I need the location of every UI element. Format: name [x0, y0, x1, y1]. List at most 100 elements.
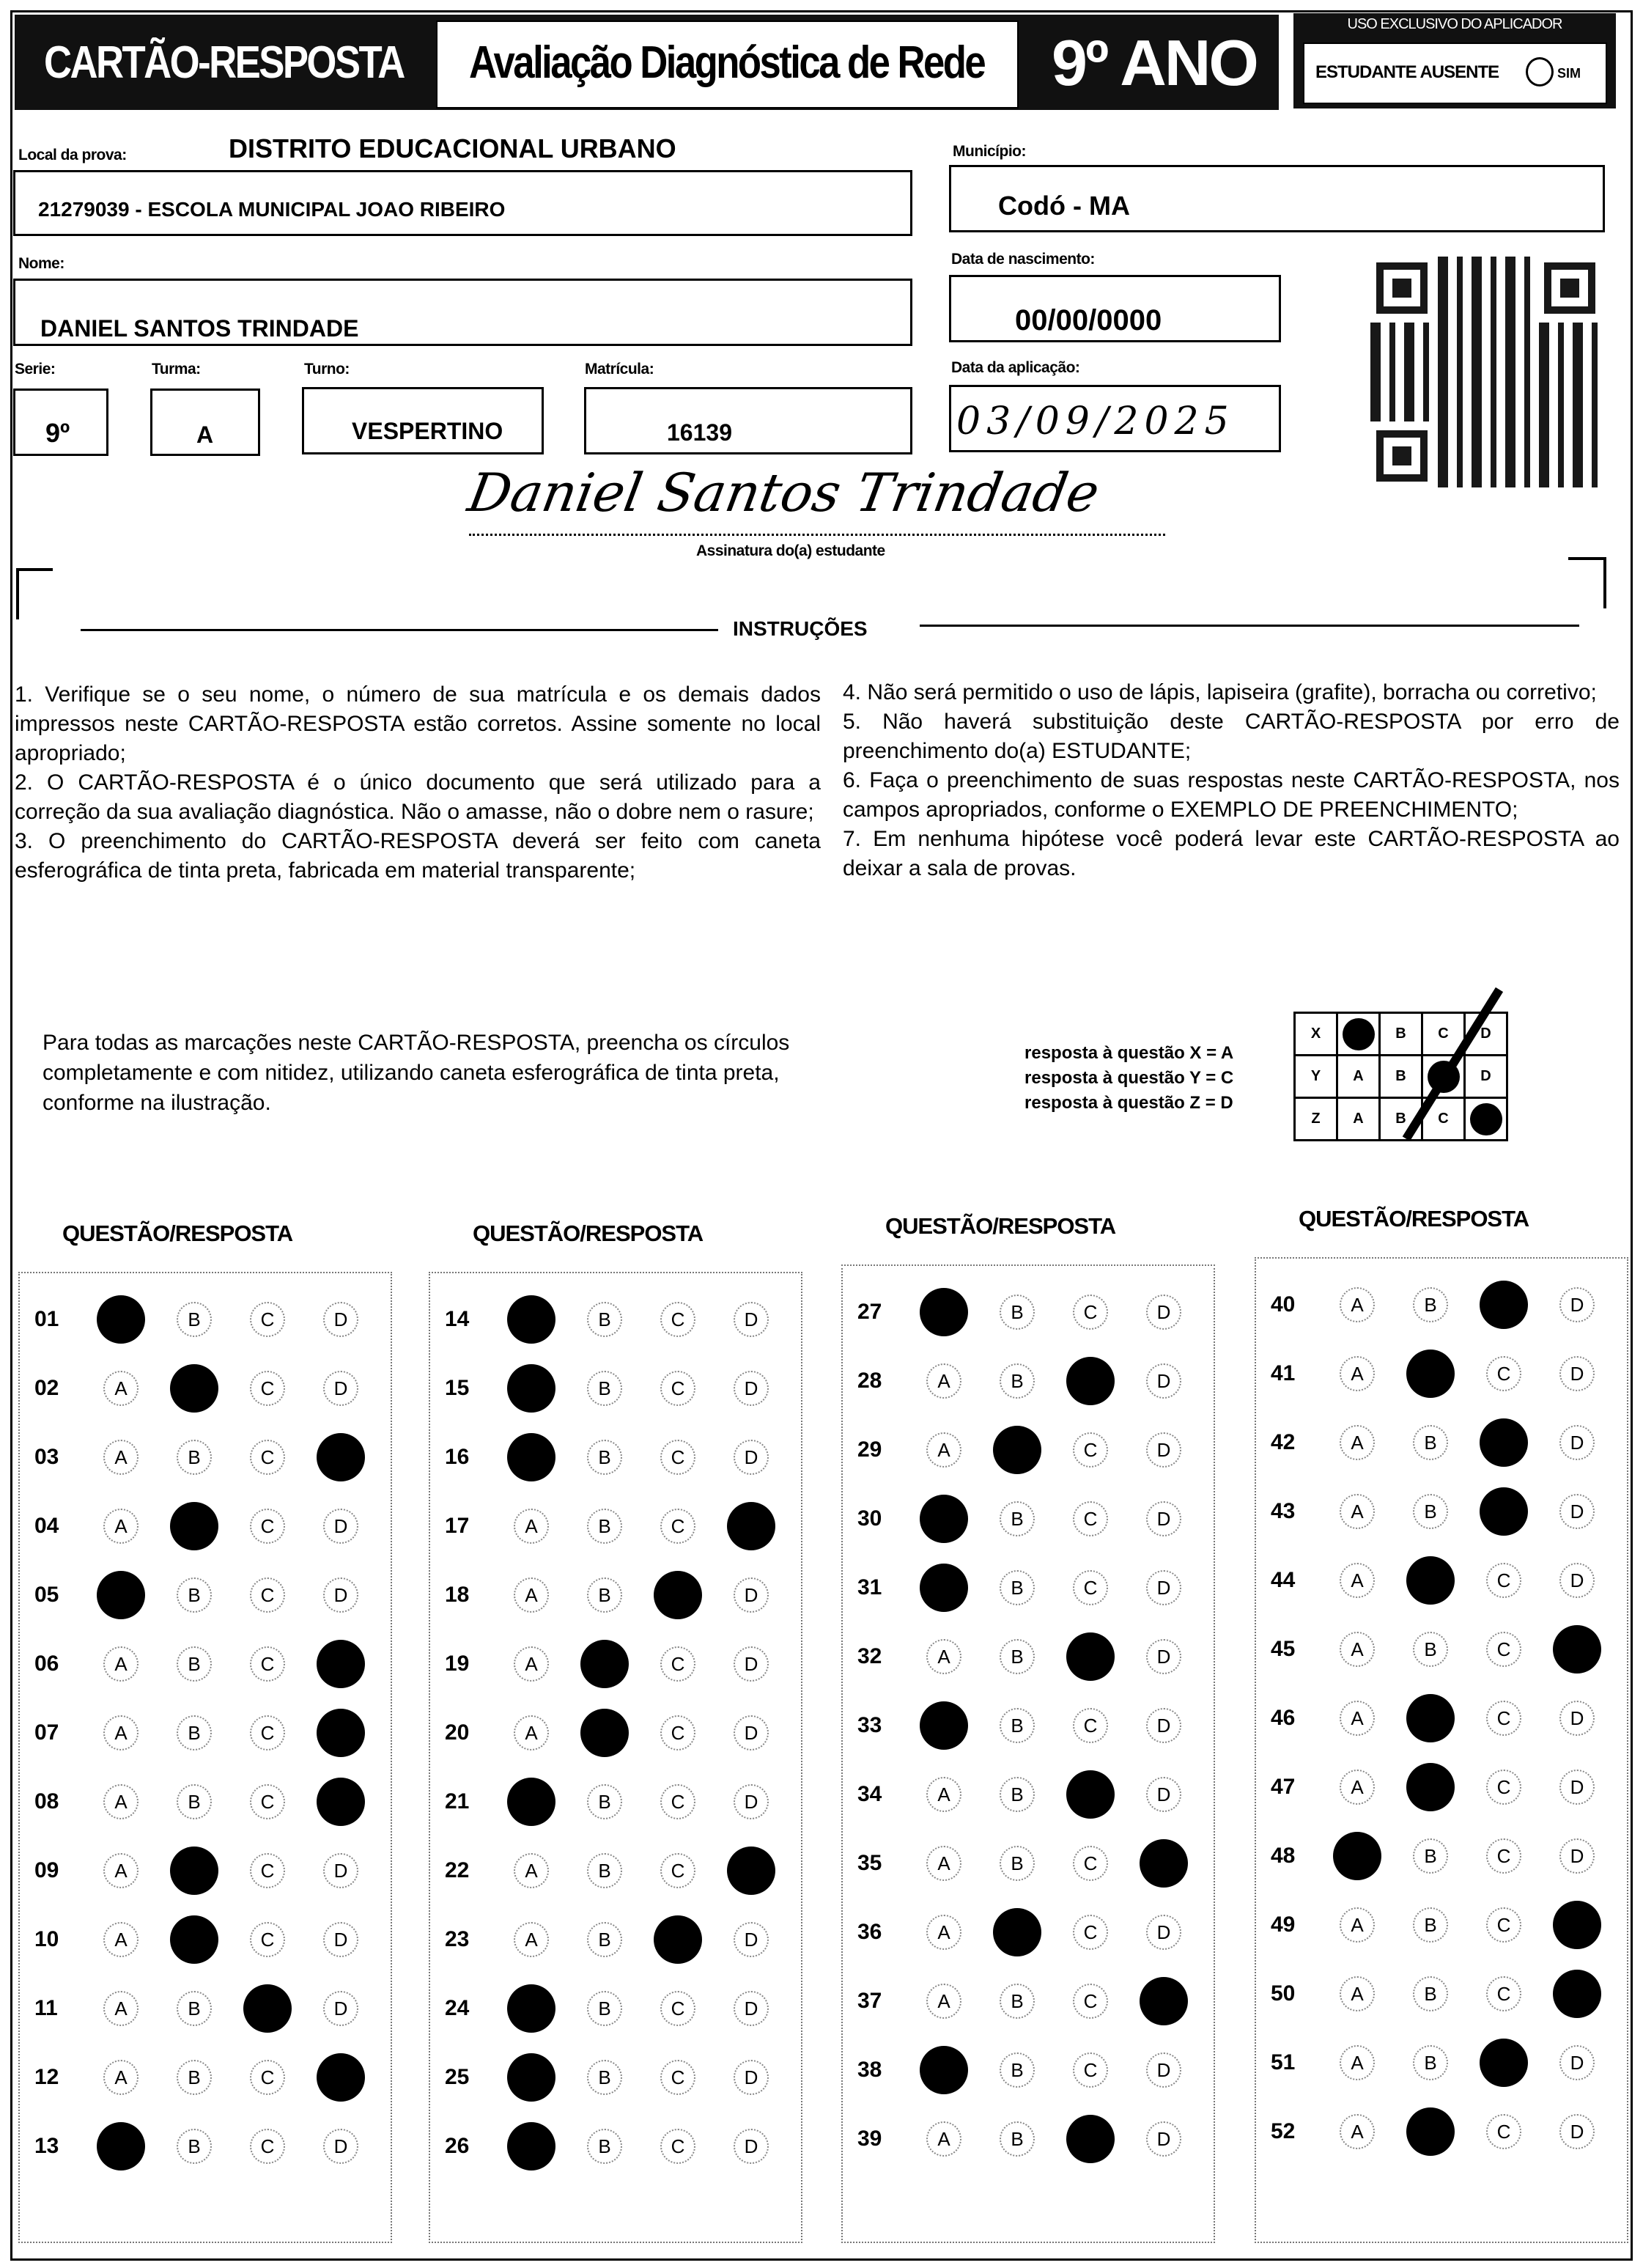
answer-bubble[interactable]: D — [734, 1646, 769, 1682]
answer-bubble[interactable]: A — [1340, 1356, 1375, 1391]
answer-bubble[interactable]: A — [1340, 1287, 1375, 1322]
answer-bubble[interactable]: B — [177, 2129, 212, 2164]
answer-bubble-filled[interactable] — [97, 2122, 145, 2171]
answer-bubble-filled[interactable] — [1553, 1625, 1601, 1674]
answer-bubble-filled[interactable] — [920, 1495, 968, 1543]
answer-bubble[interactable]: D — [1559, 1425, 1595, 1460]
answer-bubble-filled[interactable] — [1553, 1970, 1601, 2018]
answer-bubble-filled[interactable] — [317, 1433, 365, 1481]
answer-bubble[interactable]: B — [587, 1991, 622, 2026]
answer-bubble[interactable]: C — [660, 2060, 695, 2095]
answer-bubble[interactable]: D — [323, 2129, 358, 2164]
answer-bubble[interactable]: A — [1340, 2114, 1375, 2149]
answer-bubble[interactable]: A — [514, 1646, 549, 1682]
answer-bubble[interactable]: D — [1559, 1356, 1595, 1391]
answer-bubble[interactable]: A — [514, 1715, 549, 1750]
answer-bubble-filled[interactable] — [317, 1778, 365, 1826]
answer-bubble[interactable]: C — [250, 1715, 285, 1750]
answer-bubble[interactable]: A — [1340, 1907, 1375, 1943]
answer-bubble[interactable]: B — [1000, 1846, 1035, 1881]
answer-bubble-filled[interactable] — [507, 1984, 555, 2033]
answer-bubble[interactable]: A — [926, 1984, 961, 2019]
answer-bubble[interactable]: D — [1559, 1287, 1595, 1322]
answer-bubble-filled[interactable] — [170, 1364, 218, 1413]
answer-bubble[interactable]: B — [1000, 1639, 1035, 1674]
answer-bubble[interactable]: A — [1340, 1425, 1375, 1460]
answer-bubble[interactable]: B — [1413, 1976, 1448, 2011]
answer-bubble[interactable]: C — [250, 1509, 285, 1544]
answer-bubble[interactable]: C — [1073, 1915, 1108, 1950]
answer-bubble-filled[interactable] — [1480, 1487, 1528, 1536]
answer-bubble[interactable]: A — [103, 1991, 139, 2026]
answer-bubble[interactable]: B — [587, 2129, 622, 2164]
answer-bubble[interactable]: D — [1559, 2114, 1595, 2149]
answer-bubble[interactable]: C — [1486, 2114, 1521, 2149]
answer-bubble-filled[interactable] — [507, 1295, 555, 1344]
answer-bubble[interactable]: D — [1146, 1501, 1181, 1536]
answer-bubble[interactable]: D — [734, 2060, 769, 2095]
answer-bubble[interactable]: B — [1000, 1984, 1035, 2019]
answer-bubble[interactable]: D — [1146, 1363, 1181, 1399]
answer-bubble-filled[interactable] — [170, 1915, 218, 1964]
answer-bubble-filled[interactable] — [727, 1847, 775, 1895]
answer-bubble[interactable]: D — [734, 1991, 769, 2026]
answer-bubble[interactable]: D — [1559, 1770, 1595, 1805]
answer-bubble-filled[interactable] — [1140, 1977, 1188, 2025]
answer-bubble-filled[interactable] — [1406, 1556, 1455, 1605]
answer-bubble[interactable]: C — [250, 1302, 285, 1337]
answer-bubble[interactable]: B — [587, 1440, 622, 1475]
answer-bubble[interactable]: B — [177, 1715, 212, 1750]
answer-bubble[interactable]: D — [1559, 1701, 1595, 1736]
answer-bubble[interactable]: A — [514, 1577, 549, 1613]
absent-bubble[interactable] — [1526, 57, 1554, 86]
answer-bubble[interactable]: B — [587, 2060, 622, 2095]
answer-bubble[interactable]: B — [587, 1302, 622, 1337]
answer-bubble[interactable]: B — [587, 1577, 622, 1613]
answer-bubble[interactable]: D — [323, 1991, 358, 2026]
answer-bubble[interactable]: A — [514, 1922, 549, 1957]
answer-bubble[interactable]: A — [926, 1639, 961, 1674]
answer-bubble[interactable]: C — [1073, 1984, 1108, 2019]
answer-bubble[interactable]: C — [660, 1371, 695, 1406]
answer-bubble-filled[interactable] — [1406, 1763, 1455, 1811]
answer-bubble[interactable]: C — [660, 1991, 695, 2026]
answer-bubble[interactable]: B — [1413, 1838, 1448, 1874]
answer-bubble-filled[interactable] — [1066, 1632, 1115, 1681]
answer-bubble[interactable]: D — [1559, 1563, 1595, 1598]
answer-bubble-filled[interactable] — [920, 1564, 968, 1612]
answer-bubble-filled[interactable] — [920, 1701, 968, 1750]
answer-bubble-filled[interactable] — [1406, 2107, 1455, 2156]
answer-bubble-filled[interactable] — [507, 1433, 555, 1481]
answer-bubble-filled[interactable] — [580, 1709, 629, 1757]
answer-bubble[interactable]: A — [926, 1915, 961, 1950]
answer-bubble[interactable]: D — [734, 1577, 769, 1613]
answer-bubble-filled[interactable] — [1480, 2039, 1528, 2087]
answer-bubble[interactable]: C — [250, 1922, 285, 1957]
answer-bubble[interactable]: D — [1559, 2045, 1595, 2080]
answer-bubble[interactable]: C — [1073, 1570, 1108, 1605]
answer-bubble[interactable]: A — [926, 2121, 961, 2157]
answer-bubble[interactable]: C — [250, 1784, 285, 1819]
answer-bubble[interactable]: B — [1000, 2121, 1035, 2157]
answer-bubble[interactable]: D — [734, 1784, 769, 1819]
answer-bubble[interactable]: C — [660, 1853, 695, 1888]
answer-bubble[interactable]: C — [660, 1646, 695, 1682]
answer-bubble[interactable]: C — [1073, 1432, 1108, 1468]
answer-bubble[interactable]: C — [1486, 1838, 1521, 1874]
answer-bubble-filled[interactable] — [507, 2053, 555, 2102]
answer-bubble[interactable]: D — [323, 1577, 358, 1613]
answer-bubble[interactable]: D — [1146, 1708, 1181, 1743]
answer-bubble[interactable]: A — [1340, 1494, 1375, 1529]
answer-bubble[interactable]: B — [177, 2060, 212, 2095]
answer-bubble[interactable]: B — [177, 1577, 212, 1613]
answer-bubble[interactable]: C — [660, 1509, 695, 1544]
answer-bubble[interactable]: A — [103, 1509, 139, 1544]
answer-bubble[interactable]: B — [1413, 2045, 1448, 2080]
answer-bubble[interactable]: A — [926, 1777, 961, 1812]
answer-bubble[interactable]: C — [1073, 1708, 1108, 1743]
answer-bubble-filled[interactable] — [507, 1778, 555, 1826]
answer-bubble[interactable]: A — [926, 1432, 961, 1468]
answer-bubble[interactable]: C — [250, 2060, 285, 2095]
answer-bubble[interactable]: D — [734, 1371, 769, 1406]
answer-bubble[interactable]: B — [1000, 1777, 1035, 1812]
